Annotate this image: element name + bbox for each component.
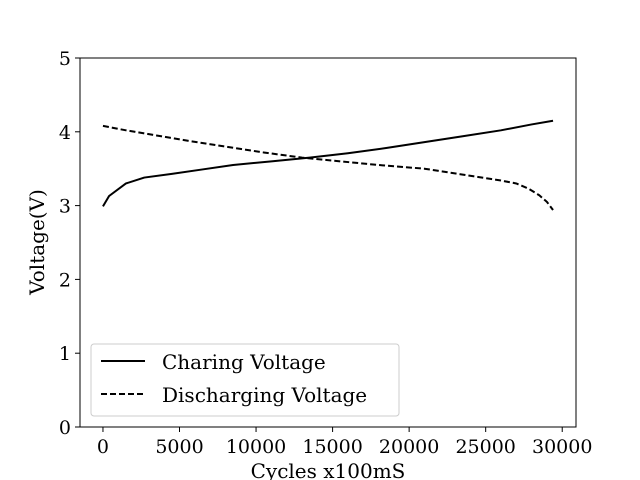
x-tick-label: 10000 xyxy=(226,436,286,458)
y-tick-label: 0 xyxy=(59,417,71,439)
legend-label-discharging: Discharging Voltage xyxy=(162,383,367,407)
legend-box xyxy=(90,343,400,417)
x-tick-label: 20000 xyxy=(379,436,439,458)
y-tick-label: 1 xyxy=(59,343,71,365)
legend-label-charging: Charing Voltage xyxy=(162,350,326,374)
x-axis-label: Cycles x100mS xyxy=(251,459,406,480)
series-line-discharging xyxy=(102,124,554,211)
y-tick-label: 3 xyxy=(59,196,71,218)
y-tick-label: 5 xyxy=(59,48,71,70)
series-line-charging xyxy=(102,119,554,207)
y-axis-label: Voltage(V) xyxy=(25,189,49,296)
x-axis-ticks: 0 5000 10000 15000 20000 25000 30000 xyxy=(97,427,592,458)
y-axis-ticks: 0 1 2 3 4 5 xyxy=(59,48,80,439)
x-tick-label: 30000 xyxy=(532,436,592,458)
x-tick-label: 25000 xyxy=(455,436,515,458)
x-tick-label: 15000 xyxy=(302,436,362,458)
x-tick-label: 5000 xyxy=(155,436,203,458)
y-tick-label: 4 xyxy=(59,122,71,144)
y-tick-label: 2 xyxy=(59,269,71,291)
x-tick-label: 0 xyxy=(97,436,109,458)
legend: Charing Voltage Discharging Voltage xyxy=(90,343,400,417)
series-layer xyxy=(102,119,554,211)
